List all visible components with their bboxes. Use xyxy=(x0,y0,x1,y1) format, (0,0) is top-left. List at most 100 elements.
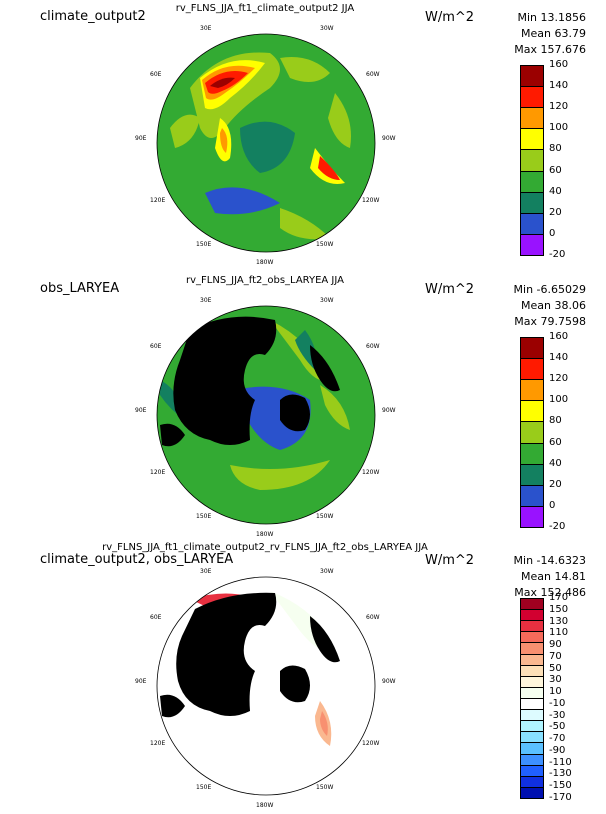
colorbar-label: 0 xyxy=(549,499,556,511)
colorbar-label: 100 xyxy=(549,122,569,134)
lon-label-150w: 150W xyxy=(316,241,333,248)
colorbar-label: 90 xyxy=(549,639,562,651)
colorbar-label: 0 xyxy=(549,227,556,239)
colorbar: 170 150 130 110 90 70 50 30 10 -10 -30 -50 -70 -90 -11… xyxy=(520,593,590,803)
colorbar-label: 130 xyxy=(549,615,569,627)
colorbar-swatch xyxy=(520,379,544,402)
lon-label-150w: 150W xyxy=(316,513,333,520)
colorbar-swatch xyxy=(520,233,544,256)
colorbar-label: -10 xyxy=(549,697,566,709)
colorbar-swatch xyxy=(520,170,544,193)
lon-label-180w: 180W xyxy=(256,531,273,538)
colorbar-label: -170 xyxy=(549,792,572,803)
colorbar-label: 30 xyxy=(549,674,562,686)
colorbar: 160 140 120 100 80 60 40 20 0 -20 xyxy=(520,332,590,532)
colorbar-swatch xyxy=(520,358,544,381)
colorbar-swatch xyxy=(520,400,544,423)
lon-label-120e: 120E xyxy=(150,469,165,476)
colorbar-label: 10 xyxy=(549,686,562,698)
colorbar-label: 80 xyxy=(549,415,562,427)
lon-label-30w: 30W xyxy=(320,568,334,575)
colorbar-label: 120 xyxy=(549,373,569,385)
colorbar-label: -90 xyxy=(549,744,566,756)
lon-label-90e: 90E xyxy=(135,678,147,685)
colorbar-label: 170 xyxy=(549,592,569,603)
lon-label-60w: 60W xyxy=(366,343,380,350)
lon-label-120e: 120E xyxy=(150,197,165,204)
units-label: W/m^2 xyxy=(425,553,475,568)
colorbar-label: 100 xyxy=(549,394,569,406)
colorbar-label: 60 xyxy=(549,164,562,176)
lon-label-60e: 60E xyxy=(150,71,162,78)
colorbar-label: 70 xyxy=(549,650,562,662)
stat-min: Min -14.6323 xyxy=(513,554,586,567)
stat-min: Min 13.1856 xyxy=(517,11,586,24)
lon-label-150e: 150E xyxy=(196,784,211,791)
colorbar-swatch xyxy=(520,212,544,235)
colorbar-label: 20 xyxy=(549,206,562,218)
plot-title: rv_FLNS_JJA_ft2_obs_LARYEA JJA xyxy=(185,275,344,286)
lon-label-90e: 90E xyxy=(135,135,147,142)
lon-label-30e: 30E xyxy=(200,568,212,575)
lon-label-120w: 120W xyxy=(362,469,379,476)
plot-title: rv_FLNS_JJA_ft1_climate_output2 JJA xyxy=(175,3,355,14)
colorbar-label: 20 xyxy=(549,478,562,490)
stats-box: Min -14.6323 Mean 14.81 Max 152.486 xyxy=(486,553,586,601)
lon-label-30e: 30E xyxy=(200,297,212,304)
colorbar-swatch xyxy=(520,86,544,109)
units-label: W/m^2 xyxy=(425,10,475,25)
colorbar-swatch xyxy=(520,191,544,214)
colorbar-label: -30 xyxy=(549,709,566,721)
stat-min: Min -6.65029 xyxy=(513,283,586,296)
colorbar-label: 80 xyxy=(549,143,562,155)
lon-label-30w: 30W xyxy=(320,25,334,32)
polar-map: 30E 30W 60E 60W 90E 90W 120E 120W 150E 1… xyxy=(135,25,396,266)
colorbar-swatch xyxy=(520,128,544,151)
longitude-labels: 30E 30W 60E 60W 90E 90W 120E 120W 150E 1… xyxy=(135,297,396,538)
lon-label-150e: 150E xyxy=(196,513,211,520)
lon-label-60e: 60E xyxy=(150,614,162,621)
colorbar-swatch xyxy=(520,442,544,465)
lon-label-90w: 90W xyxy=(382,135,396,142)
colorbar-label: 40 xyxy=(549,457,562,469)
lon-label-180w: 180W xyxy=(256,802,273,809)
colorbar-label: -110 xyxy=(549,756,572,768)
colorbar-swatch xyxy=(520,484,544,507)
colorbar-swatch xyxy=(520,505,544,528)
panel-difference: climate_output2, obs_LARYEA rv_FLNS_JJA_… xyxy=(0,542,606,814)
lon-label-150w: 150W xyxy=(316,784,333,791)
colorbar-swatch xyxy=(520,107,544,130)
colorbar-swatch xyxy=(520,463,544,486)
stat-mean: Mean 63.79 xyxy=(521,27,586,40)
lon-label-30w: 30W xyxy=(320,297,334,304)
case-label: climate_output2 xyxy=(40,9,146,24)
colorbar-label: 40 xyxy=(549,185,562,197)
colorbar-label: 110 xyxy=(549,627,569,639)
lon-label-60e: 60E xyxy=(150,343,162,350)
lon-label-150e: 150E xyxy=(196,241,211,248)
colorbar-swatch xyxy=(520,421,544,444)
colorbar-label: 160 xyxy=(549,331,569,342)
colorbar-label: -20 xyxy=(549,249,566,260)
stats-box: Min -6.65029 Mean 38.06 Max 79.7598 xyxy=(486,282,586,330)
stat-max: Max 79.7598 xyxy=(514,315,586,328)
lon-label-120w: 120W xyxy=(362,197,379,204)
colorbar-label: 150 xyxy=(549,603,569,615)
lon-label-120e: 120E xyxy=(150,740,165,747)
stat-max: Max 152.486 xyxy=(514,586,586,599)
colorbar-swatch xyxy=(520,786,544,799)
lon-label-90e: 90E xyxy=(135,407,147,414)
panel-obs: obs_LARYEA rv_FLNS_JJA_ft2_obs_LARYEA JJ… xyxy=(0,272,606,543)
colorbar-label: -20 xyxy=(549,521,566,532)
lon-label-90w: 90W xyxy=(382,678,396,685)
lon-label-120w: 120W xyxy=(362,740,379,747)
polar-map: 30E 30W 60E 60W 90E 90W 120E 120W 150E 1… xyxy=(135,568,396,809)
colorbar-swatch xyxy=(520,337,544,360)
colorbar: 160 140 120 100 80 60 40 20 0 -20 xyxy=(520,60,590,260)
case-label: climate_output2, obs_LARYEA xyxy=(40,552,234,567)
plot-title: rv_FLNS_JJA_ft1_climate_output2_rv_FLNS_… xyxy=(102,542,428,553)
colorbar-swatch xyxy=(520,65,544,88)
lon-label-60w: 60W xyxy=(366,614,380,621)
lon-label-30e: 30E xyxy=(200,25,212,32)
colorbar-label: 50 xyxy=(549,662,562,674)
